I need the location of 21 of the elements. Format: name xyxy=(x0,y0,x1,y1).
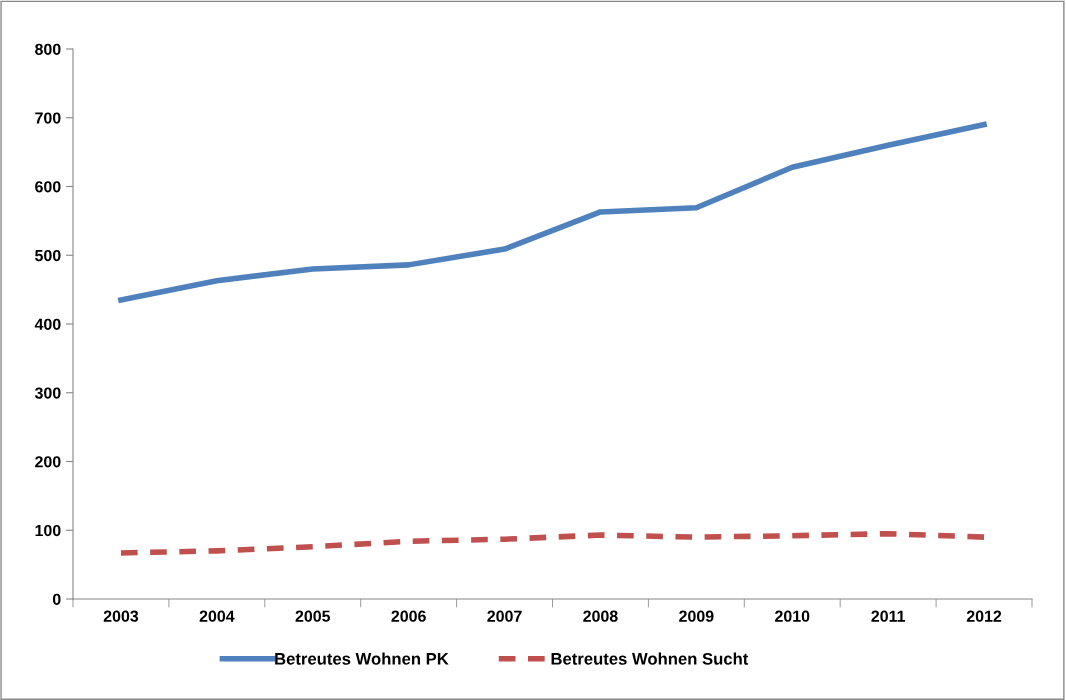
x-tick-label: 2007 xyxy=(487,610,522,622)
x-tick-label: 2006 xyxy=(391,610,426,622)
x-tick-label: 2011 xyxy=(871,610,906,622)
legend-label: Betreutes Wohnen Sucht xyxy=(551,652,749,665)
y-tick-label: 600 xyxy=(35,181,61,193)
y-tick-label: 400 xyxy=(34,318,61,330)
y-tick-label: 500 xyxy=(35,249,61,262)
y-tick-label: 300 xyxy=(34,387,61,399)
x-tick-label: 2004 xyxy=(199,610,235,622)
y-tick-label: 800 xyxy=(35,43,61,55)
legend-label: Betreutes Wohnen PK xyxy=(275,652,449,665)
x-tick-label: 2010 xyxy=(775,610,810,622)
x-tick-label: 2012 xyxy=(966,610,1002,622)
x-tick-label: 2008 xyxy=(583,610,618,622)
y-tick-label: 0 xyxy=(52,593,61,605)
y-tick-label: 700 xyxy=(35,112,61,124)
x-tick-label: 2003 xyxy=(103,610,139,622)
x-tick-label: 2005 xyxy=(295,610,331,622)
x-tick-label: 2009 xyxy=(679,610,714,622)
y-tick-label: 200 xyxy=(35,456,61,468)
y-tick-label: 100 xyxy=(35,524,61,537)
